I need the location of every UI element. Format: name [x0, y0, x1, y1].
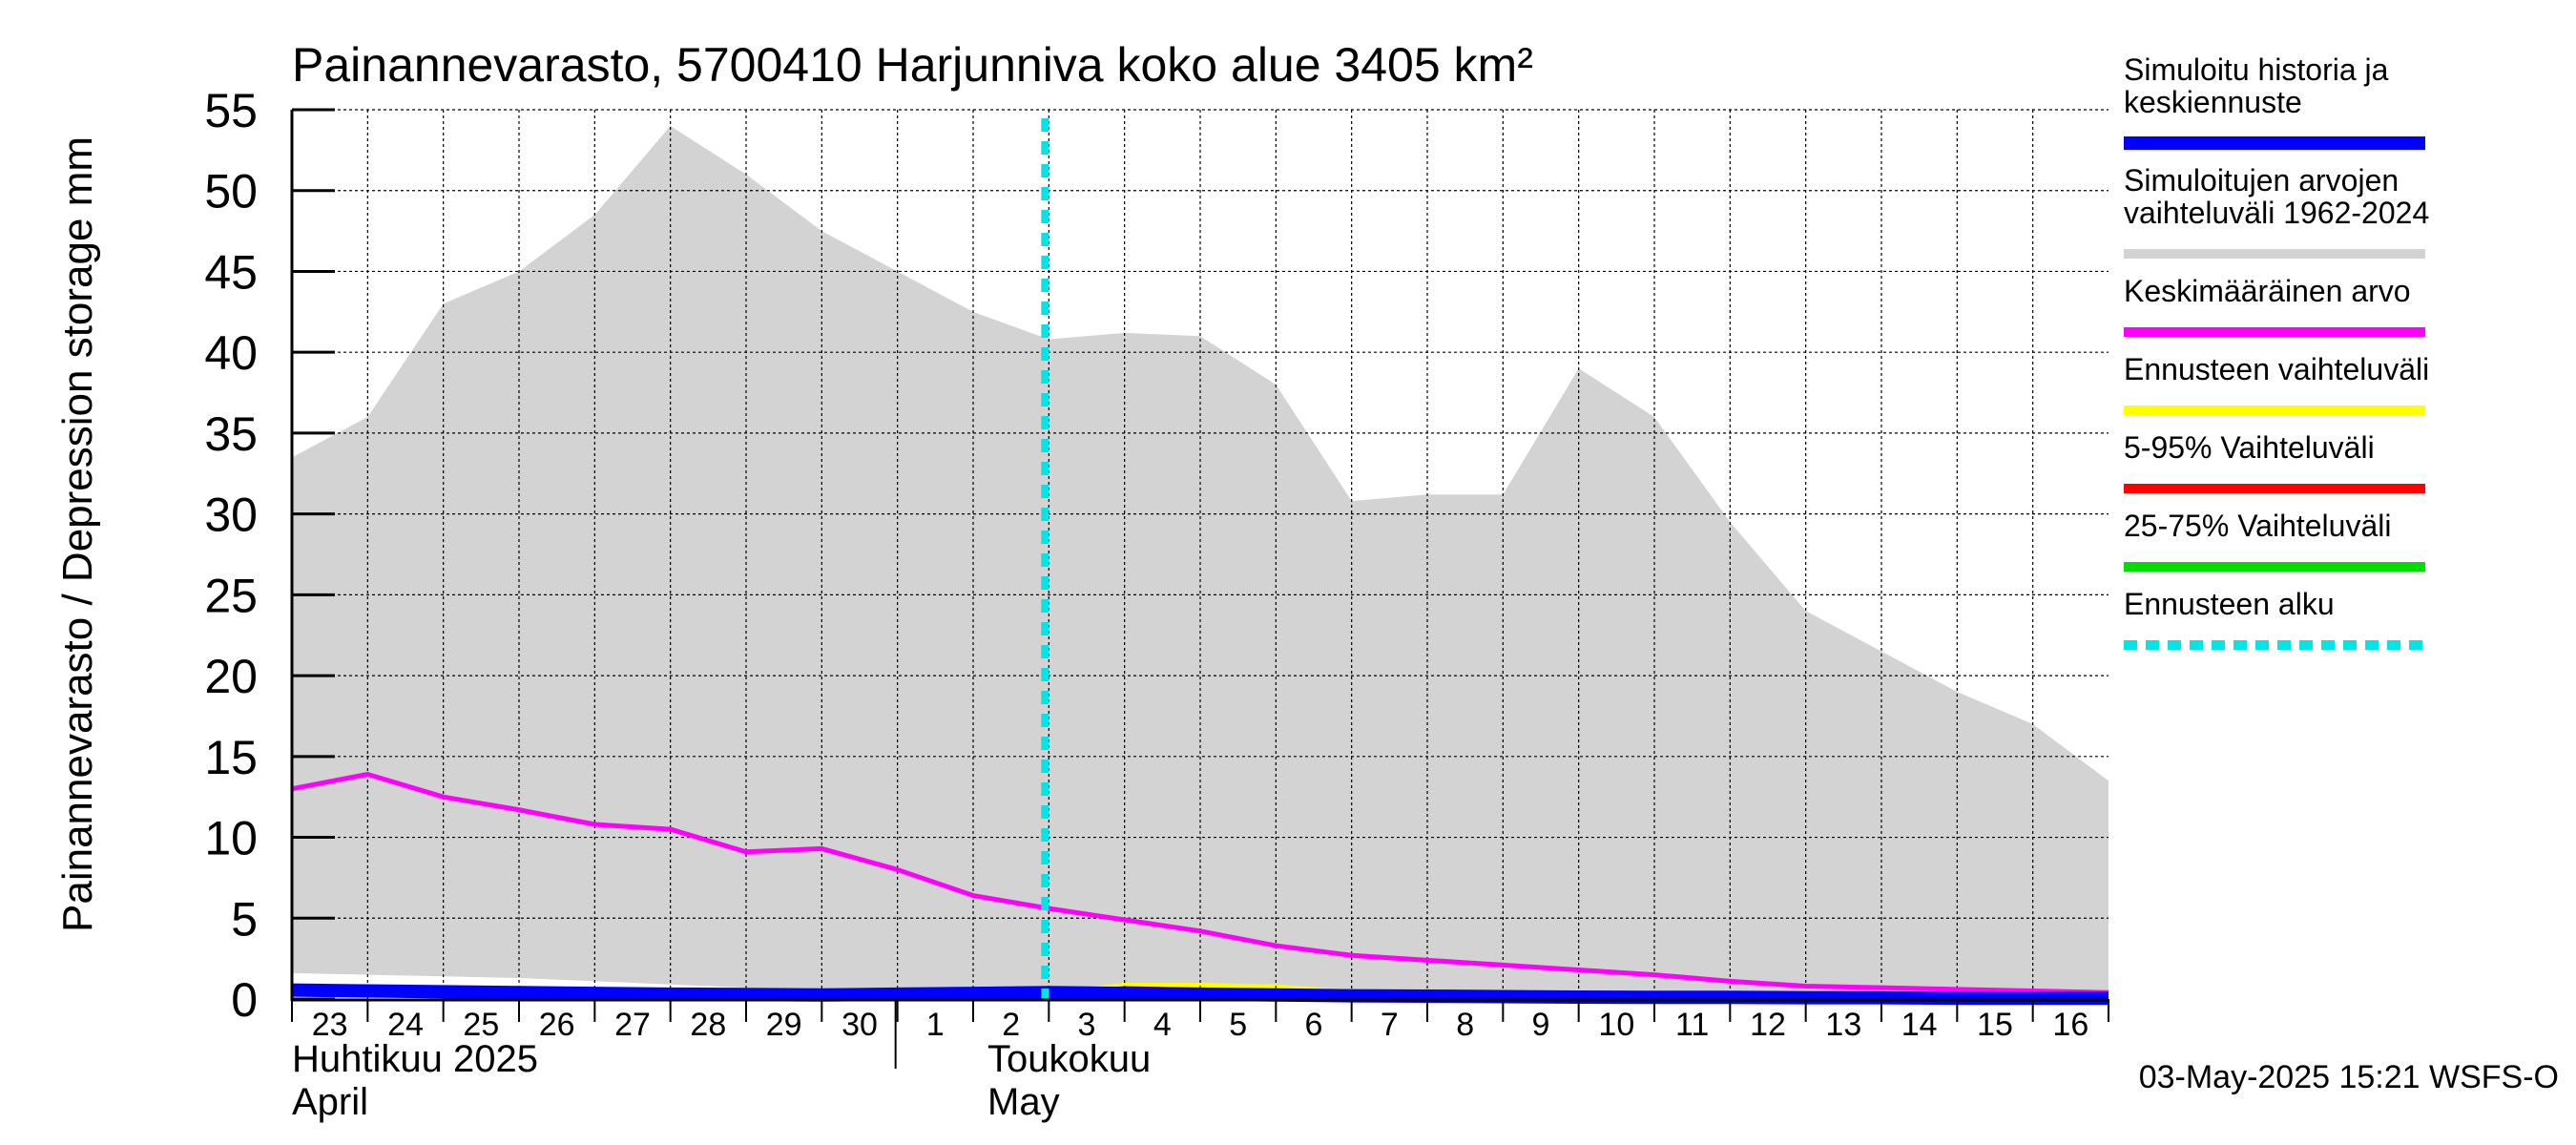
x-tick-label-2025-05-02: 2: [1002, 1007, 1020, 1043]
y-tick-label-45: 45: [204, 245, 258, 299]
legend-label-1-line-1: Simuloitu historia ja: [2124, 52, 2389, 87]
x-tick-label-2025-05-16: 16: [2052, 1007, 2088, 1043]
chart-title: Painannevarasto, 5700410 Harjunniva koko…: [292, 38, 1533, 92]
legend-label-7-line-1: Ennusteen alku: [2124, 587, 2335, 621]
y-tick-label-55: 55: [204, 84, 258, 137]
x-tick-label-2025-05-10: 10: [1598, 1007, 1634, 1043]
x-tick-label-2025-05-13: 13: [1825, 1007, 1861, 1043]
x-tick-label-2025-05-04: 4: [1153, 1007, 1172, 1043]
x-tick-label-2025-04-23: 23: [312, 1007, 348, 1043]
x-tick-label-2025-04-24: 24: [387, 1007, 424, 1043]
month-label-en-april: April: [292, 1081, 368, 1123]
y-tick-label-25: 25: [204, 569, 258, 622]
month-label-en-may: May: [987, 1081, 1060, 1123]
x-tick-label-2025-04-25: 25: [463, 1007, 499, 1043]
x-tick-label-2025-04-28: 28: [690, 1007, 726, 1043]
month-label-fi-april: Huhtikuu 2025: [292, 1038, 538, 1080]
x-tick-label-2025-05-06: 6: [1305, 1007, 1323, 1043]
x-tick-label-2025-05-05: 5: [1229, 1007, 1247, 1043]
axes: [290, 108, 2109, 1069]
legend-label-5-line-1: 5-95% Vaihteluväli: [2124, 430, 2375, 465]
x-tick-label-2025-05-07: 7: [1381, 1007, 1399, 1043]
timestamp: 03-May-2025 15:21 WSFS-O: [2139, 1059, 2559, 1095]
x-tick-label-2025-05-15: 15: [1977, 1007, 2013, 1043]
x-tick-label-2025-05-03: 3: [1078, 1007, 1096, 1043]
legend-label-1-line-2: keskiennuste: [2124, 85, 2302, 119]
x-tick-label-2025-05-01: 1: [926, 1007, 945, 1043]
x-tick-label-2025-05-11: 11: [1675, 1007, 1709, 1043]
line-keskim-r-inen-arvo: [291, 771, 2109, 995]
x-tick-label-2025-04-30: 30: [841, 1007, 878, 1043]
y-tick-label-40: 40: [204, 326, 258, 380]
y-tick-label-20: 20: [204, 650, 258, 703]
x-tick-label-2025-04-29: 29: [766, 1007, 802, 1043]
legend-label-2-line-1: Simuloitujen arvojen: [2124, 163, 2399, 198]
series-lines: [291, 118, 2109, 1006]
legend-label-4-line-1: Ennusteen vaihteluväli: [2124, 352, 2429, 386]
x-tick-label-2025-04-27: 27: [614, 1007, 651, 1043]
line-simuloitu-historia-ja-keskiennuste: [291, 983, 2109, 1006]
y-tick-label-15: 15: [204, 731, 258, 784]
x-tick-label-2025-05-08: 8: [1456, 1007, 1474, 1043]
y-tick-label-35: 35: [204, 407, 258, 461]
x-tick-label-2025-05-12: 12: [1750, 1007, 1786, 1043]
month-label-fi-may: Toukokuu: [987, 1038, 1151, 1080]
y-tick-label-0: 0: [231, 973, 258, 1027]
legend-label-6-line-1: 25-75% Vaihteluväli: [2124, 509, 2391, 543]
y-tick-label-10: 10: [204, 812, 258, 865]
x-tick-label-2025-04-26: 26: [539, 1007, 575, 1043]
band-simuloitujen-arvojen-vaihteluv-li-1962-2024: [292, 125, 2109, 994]
y-tick-label-30: 30: [204, 489, 258, 542]
x-tick-label-2025-05-14: 14: [1901, 1007, 1938, 1043]
legend-label-3-line-1: Keskimääräinen arvo: [2124, 274, 2411, 308]
y-tick-label-5: 5: [231, 892, 258, 946]
x-tick-label-2025-05-09: 9: [1532, 1007, 1550, 1043]
y-axis-label: Painannevarasto / Depression storage mm: [54, 136, 101, 932]
y-tick-label-50: 50: [204, 165, 258, 219]
legend-label-2-line-2: vaihteluväli 1962-2024: [2124, 196, 2429, 230]
